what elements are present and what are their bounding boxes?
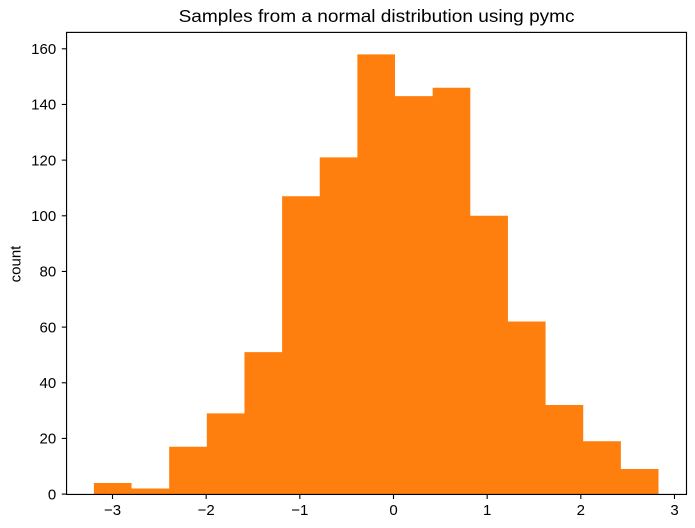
svg-text:60: 60: [40, 319, 57, 336]
svg-text:1: 1: [483, 502, 491, 519]
svg-text:2: 2: [577, 502, 585, 519]
svg-text:−1: −1: [291, 502, 308, 519]
svg-text:80: 80: [40, 264, 57, 281]
svg-text:0: 0: [48, 486, 56, 503]
svg-text:40: 40: [40, 375, 57, 392]
svg-text:0: 0: [389, 502, 397, 519]
svg-text:Samples from a normal distribu: Samples from a normal distribution using…: [179, 6, 575, 26]
svg-text:100: 100: [31, 208, 56, 225]
svg-text:count: count: [8, 245, 25, 283]
svg-text:−2: −2: [198, 502, 215, 519]
svg-text:20: 20: [40, 431, 57, 448]
svg-text:140: 140: [31, 97, 56, 114]
svg-text:120: 120: [31, 152, 56, 169]
svg-text:3: 3: [670, 502, 678, 519]
svg-text:−3: −3: [104, 502, 121, 519]
svg-text:160: 160: [31, 41, 56, 58]
